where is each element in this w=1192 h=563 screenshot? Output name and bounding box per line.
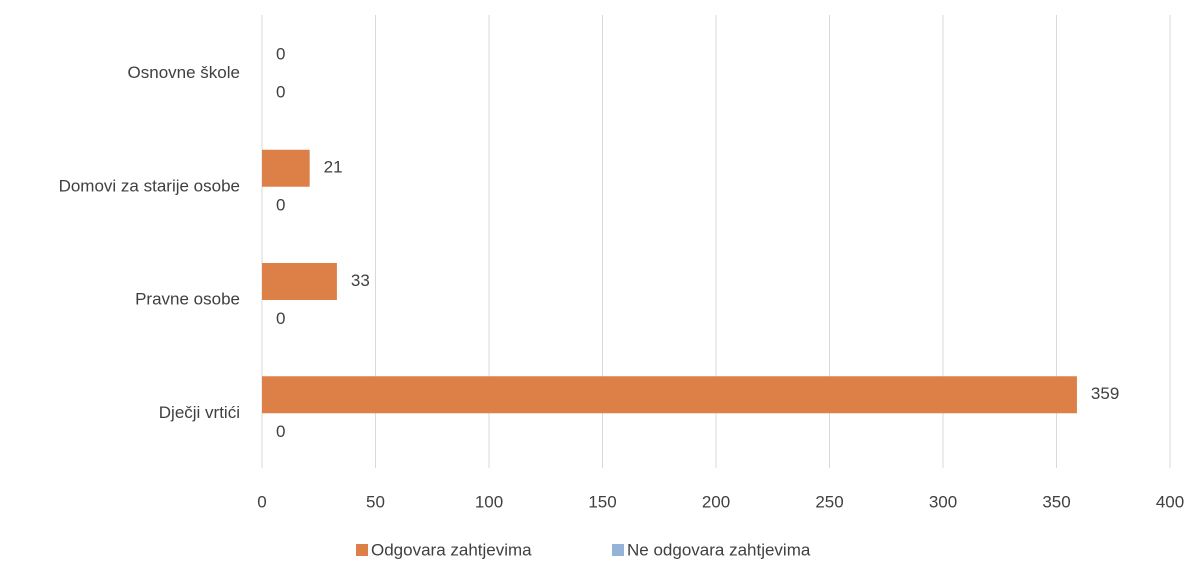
x-tick-label: 300 <box>929 492 957 511</box>
bar <box>262 263 337 300</box>
data-label: 0 <box>276 82 285 101</box>
x-tick-label: 400 <box>1156 492 1184 511</box>
x-tick-label: 100 <box>475 492 503 511</box>
bar <box>262 149 310 187</box>
legend-swatch <box>356 544 368 556</box>
legend-swatch <box>612 544 624 556</box>
legend-label: Odgovara zahtjevima <box>371 540 532 559</box>
x-tick-label: 0 <box>257 492 266 511</box>
bar <box>262 376 1077 414</box>
x-tick-label: 50 <box>366 492 385 511</box>
data-label: 0 <box>276 196 285 215</box>
y-tick-label: Domovi za starije osobe <box>59 176 240 195</box>
data-label: 33 <box>351 271 370 290</box>
data-label: 359 <box>1091 384 1119 403</box>
x-tick-label: 150 <box>588 492 616 511</box>
x-tick-label: 350 <box>1042 492 1070 511</box>
data-label: 21 <box>324 158 343 177</box>
legend-label: Ne odgovara zahtjevima <box>627 540 811 559</box>
x-tick-label: 250 <box>815 492 843 511</box>
data-label: 0 <box>276 422 285 441</box>
x-tick-label: 200 <box>702 492 730 511</box>
y-tick-label: Pravne osobe <box>135 290 240 309</box>
y-tick-label: Dječji vrtići <box>159 403 240 422</box>
data-label: 0 <box>276 44 285 63</box>
y-tick-label: Osnovne škole <box>128 63 240 82</box>
data-label: 0 <box>276 309 285 328</box>
